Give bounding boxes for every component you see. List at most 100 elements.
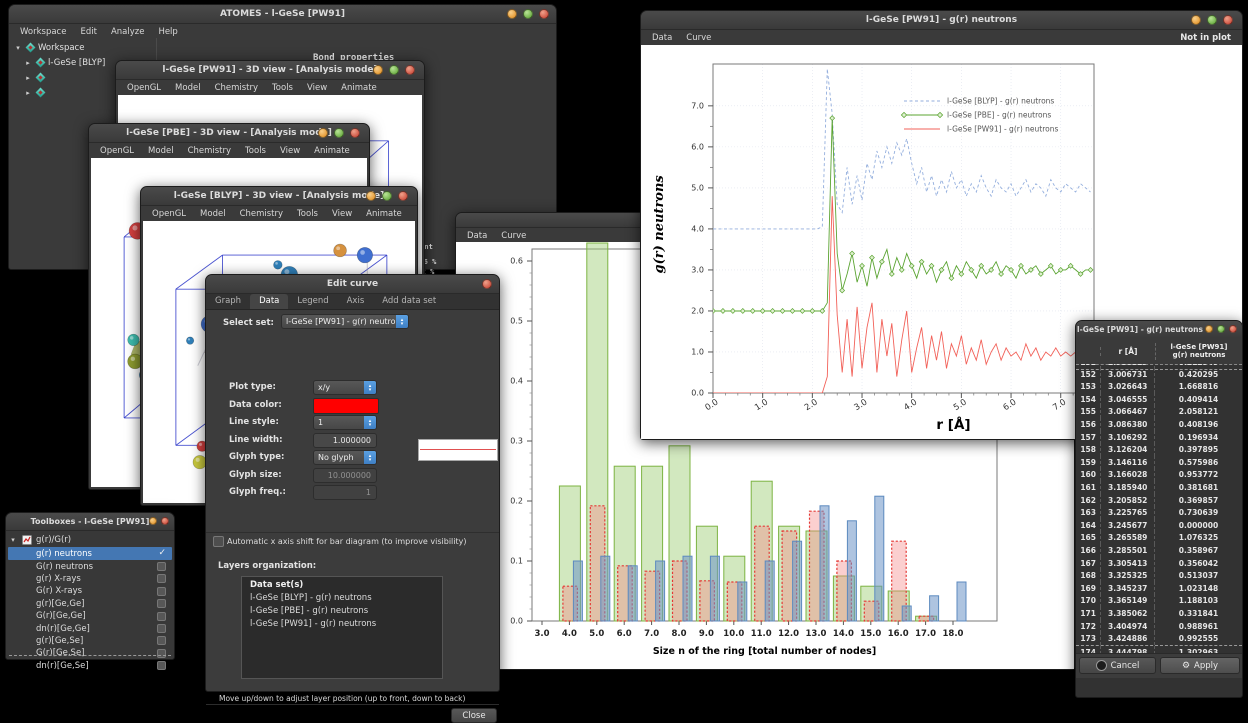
- gr-plot-titlebar[interactable]: l-GeSe [PW91] - g(r) neutrons: [641, 11, 1242, 30]
- close-button[interactable]: [539, 9, 549, 19]
- menu-item-chemistry[interactable]: Chemistry: [233, 209, 290, 219]
- field-glyph-freq[interactable]: 1: [313, 485, 377, 500]
- menu-item-opengl[interactable]: OpenGL: [145, 209, 193, 219]
- menu-item-tools[interactable]: Tools: [290, 209, 325, 219]
- menu-item-opengl[interactable]: OpenGL: [120, 83, 168, 93]
- apply-button[interactable]: ⚙ Apply: [1160, 657, 1240, 674]
- toolbox-item-g-r-x-rays[interactable]: G(r) X-rays: [8, 585, 172, 598]
- field-glyph-size[interactable]: 10.000000: [313, 468, 377, 483]
- maximize-button[interactable]: [1207, 15, 1217, 25]
- checkbox[interactable]: [157, 661, 166, 670]
- minimize-button[interactable]: [507, 9, 517, 19]
- field-line-width[interactable]: 1.000000: [313, 433, 377, 448]
- toolbox-item-selected[interactable]: g(r) neutrons ✓: [8, 547, 172, 560]
- menu-item-workspace[interactable]: Workspace: [13, 27, 73, 37]
- maximize-button[interactable]: [334, 128, 344, 138]
- maximize-button[interactable]: [389, 65, 399, 75]
- toolbox-item-g-r-ge-ge[interactable]: g(r)[Ge,Ge]: [8, 597, 172, 610]
- toolbox-item-g-r-x-rays[interactable]: g(r) X-rays: [8, 572, 172, 585]
- minimize-button[interactable]: [373, 65, 383, 75]
- auto-shift-checkbox[interactable]: [213, 536, 224, 547]
- menu-item-animate[interactable]: Animate: [307, 146, 357, 156]
- menu-item-view[interactable]: View: [273, 146, 307, 156]
- checkbox[interactable]: [157, 599, 166, 608]
- toolbox-item-g-r-ge-ge[interactable]: G(r)[Ge,Ge]: [8, 610, 172, 623]
- checkbox[interactable]: [157, 624, 166, 633]
- chevron-right-icon[interactable]: ▸: [23, 89, 33, 97]
- table-titlebar[interactable]: l-GeSe [PW91] - g(r) neutrons: [1076, 321, 1242, 339]
- tab-axis[interactable]: Axis: [338, 294, 374, 309]
- menu-item-data[interactable]: Data: [460, 231, 494, 241]
- tree-item-workspace[interactable]: ▾Workspace: [13, 41, 84, 54]
- menu-item-chemistry[interactable]: Chemistry: [181, 146, 238, 156]
- close-button[interactable]: [350, 128, 360, 138]
- chevron-down-icon[interactable]: ▾: [8, 536, 18, 544]
- minimize-button[interactable]: [318, 128, 328, 138]
- tab-data[interactable]: Data: [250, 294, 288, 309]
- field-data-color[interactable]: [313, 398, 379, 414]
- close-button[interactable]: [1223, 15, 1233, 25]
- menu-item-model[interactable]: Model: [141, 146, 181, 156]
- toolbox-item-g-r-ge-se[interactable]: g(r)[Ge,Se]: [8, 634, 172, 647]
- toolbox-item-dn-r-ge-ge[interactable]: dn(r)[Ge,Ge]: [8, 622, 172, 635]
- menu-item-chemistry[interactable]: Chemistry: [208, 83, 265, 93]
- tab-legend[interactable]: Legend: [288, 294, 337, 309]
- tab-add-data-set[interactable]: Add data set: [373, 294, 445, 309]
- layer-item[interactable]: l-GeSe [PBE] - g(r) neutrons: [242, 603, 442, 616]
- layer-item[interactable]: l-GeSe [BLYP] - g(r) neutrons: [242, 590, 442, 603]
- select-set-combo[interactable]: l-GeSe [PW91] - g(r) neutrons ▴▾: [281, 314, 409, 329]
- menu-item-opengl[interactable]: OpenGL: [93, 146, 141, 156]
- minimize-button[interactable]: [1191, 15, 1201, 25]
- chevron-right-icon[interactable]: ▸: [23, 59, 33, 67]
- maximize-button[interactable]: [382, 191, 392, 201]
- layers-listbox[interactable]: Data set(s) l-GeSe [BLYP] - g(r) neutron…: [241, 576, 443, 679]
- view3d-titlebar[interactable]: l-GeSe [BLYP] - 3D view - [Analysis mode…: [141, 187, 417, 206]
- close-button[interactable]: [398, 191, 408, 201]
- menu-item-curve[interactable]: Curve: [494, 231, 533, 241]
- menu-item-tools[interactable]: Tools: [238, 146, 273, 156]
- checkbox[interactable]: [157, 612, 166, 621]
- menu-item-help[interactable]: Help: [151, 27, 184, 37]
- checkbox[interactable]: [157, 649, 166, 658]
- minimize-button[interactable]: [366, 191, 376, 201]
- toolbox-root-row[interactable]: ▾ g(r)/G(r): [8, 533, 172, 546]
- column-header-gr[interactable]: l-GeSe [PW91]g(r) neutrons: [1155, 343, 1242, 360]
- cancel-button[interactable]: Cancel: [1079, 657, 1156, 674]
- table-body[interactable]: 1512.9868190.2129491523.0067310.42029515…: [1076, 364, 1242, 653]
- toolbox-item-dn-r-ge-se[interactable]: dn(r)[Ge,Se]: [8, 659, 172, 672]
- menu-item-data[interactable]: Data: [645, 33, 679, 43]
- edit-curve-titlebar[interactable]: Edit curve: [206, 275, 499, 294]
- checkbox[interactable]: [157, 574, 166, 583]
- minimize-button[interactable]: [149, 517, 157, 525]
- spinner-icon[interactable]: ▴▾: [364, 451, 376, 464]
- close-button[interactable]: [1229, 325, 1237, 333]
- layer-item[interactable]: l-GeSe [PW91] - g(r) neutrons: [242, 616, 442, 629]
- close-icon[interactable]: [482, 279, 492, 289]
- menu-item-tools[interactable]: Tools: [265, 83, 300, 93]
- menu-item-model[interactable]: Model: [168, 83, 208, 93]
- tree-item-pbe[interactable]: ▸: [23, 71, 48, 84]
- checkbox[interactable]: [157, 636, 166, 645]
- main-titlebar[interactable]: ATOMES - l-GeSe [PW91]: [9, 5, 556, 24]
- menu-item-animate[interactable]: Animate: [334, 83, 384, 93]
- view3d-titlebar[interactable]: l-GeSe [PBE] - 3D view - [Analysis mode]: [89, 124, 369, 143]
- maximize-button[interactable]: [523, 9, 533, 19]
